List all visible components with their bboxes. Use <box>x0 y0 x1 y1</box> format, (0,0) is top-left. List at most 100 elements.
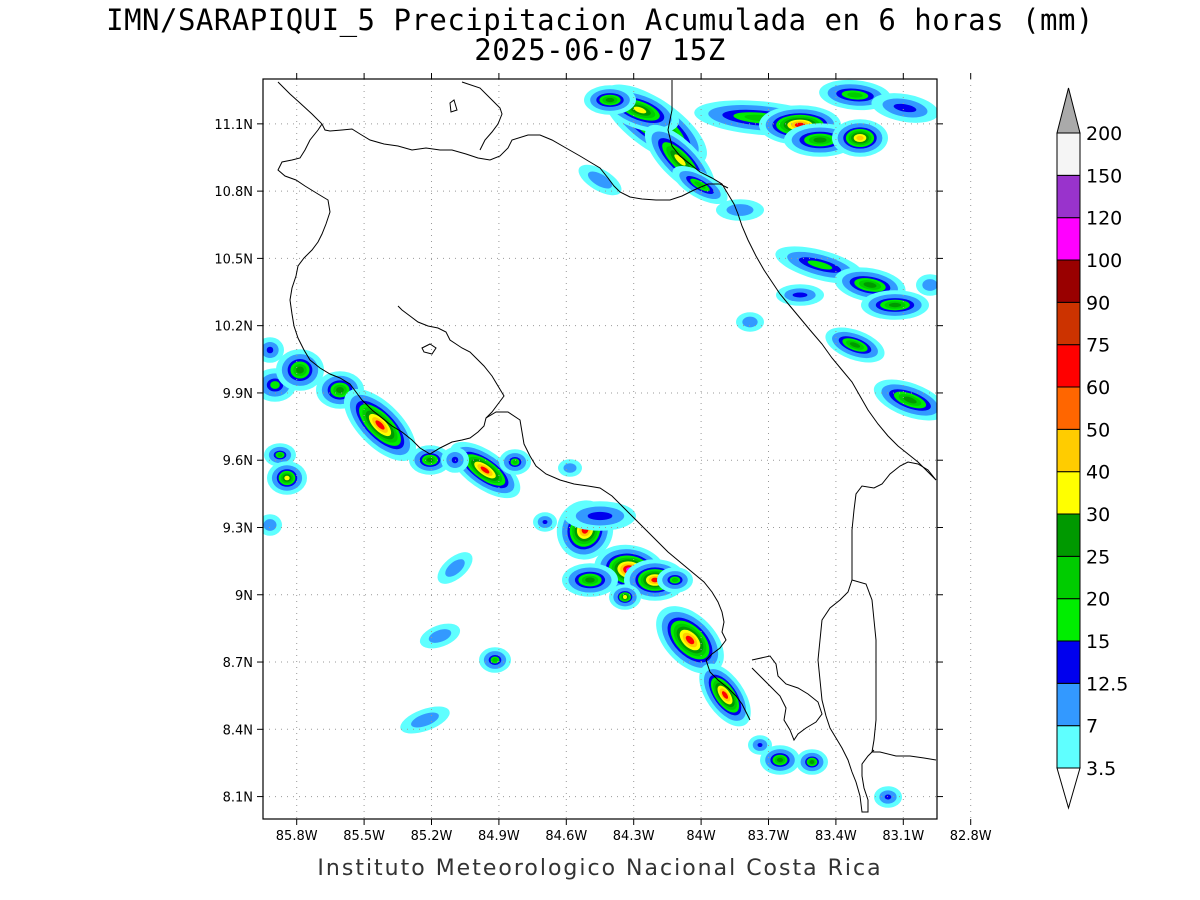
precipitation-cell <box>748 735 772 755</box>
burica-peninsula <box>751 655 823 742</box>
colorbar-box <box>1056 217 1081 261</box>
precip-level <box>445 559 465 577</box>
precip-level <box>623 595 627 599</box>
colorbar-label: 12.5 <box>1086 673 1128 695</box>
latitude-labels: 11.1N 10.8N 10.5N 10.2N 9.9N 9.6N 9.3N 9N 8.7N 8.… <box>214 118 253 806</box>
lon-label: 83.4W <box>815 829 857 844</box>
panama-border <box>851 461 937 761</box>
precip-level <box>587 511 613 521</box>
colorbar-box <box>1056 174 1081 219</box>
precip-level <box>428 629 452 643</box>
precip-level <box>587 171 613 189</box>
lat-label: 9N <box>235 589 253 604</box>
precip-level <box>809 760 815 764</box>
precip-level <box>585 577 595 583</box>
colorbar-bottom-arrow <box>1056 767 1081 810</box>
precipitation-field <box>263 79 937 808</box>
precip-level <box>813 137 827 143</box>
grid-lines <box>263 79 972 819</box>
panama-border-south <box>817 579 875 813</box>
precipitation-cell <box>564 501 636 531</box>
precipitation-cell <box>832 119 888 157</box>
precip-level <box>807 260 833 270</box>
lon-label: 84.9W <box>478 829 520 844</box>
lat-label: 9.9N <box>223 387 253 402</box>
lon-label: 82.8W <box>950 829 992 844</box>
precip-level <box>671 577 679 583</box>
precipitation-cell <box>533 512 557 532</box>
atlantic-coast <box>667 80 937 481</box>
precip-level <box>542 519 548 525</box>
precip-level <box>266 346 274 354</box>
lat-label: 11.1N <box>214 118 253 133</box>
precipitation-cell <box>716 199 764 221</box>
precip-level <box>563 463 577 473</box>
lon-label: 83.7W <box>748 829 790 844</box>
lat-label: 10.5N <box>214 252 253 267</box>
precip-level <box>849 342 861 348</box>
lon-label: 84W <box>686 829 716 844</box>
precipitation-cell <box>656 606 724 674</box>
precip-level <box>512 459 518 465</box>
precip-level <box>726 204 754 216</box>
precipitation-cell <box>760 745 800 775</box>
pacific-coast-north <box>277 123 505 455</box>
colorbar-box <box>1056 428 1081 473</box>
precipitation-cell <box>736 312 764 332</box>
colorbar: 3.5 7 12.5 15 20 25 30 40 50 60 75 90 100 120 150 200 <box>1056 87 1128 810</box>
precipitation-cell <box>263 337 284 363</box>
colorbar-label: 40 <box>1086 462 1110 484</box>
lat-label: 10.2N <box>214 320 253 335</box>
longitude-labels: 85.8W 85.5W 85.2W 84.9W 84.6W 84.3W 84W 83.7W 83… <box>276 829 992 844</box>
colorbar-box <box>1056 471 1081 515</box>
colorbar-box <box>1056 301 1081 346</box>
precip-level <box>776 757 784 763</box>
colorbar-box <box>1056 513 1081 557</box>
precipitation-cell <box>578 164 622 196</box>
precip-level <box>863 282 877 288</box>
precip-level <box>651 577 659 583</box>
precip-level <box>277 453 283 457</box>
precip-level <box>893 103 917 113</box>
precipitation-cell <box>861 290 929 320</box>
precipitation-cell <box>409 445 451 475</box>
precipitation-cell <box>699 663 751 727</box>
chart-title: IMN/SARAPIQUI_5 Precipitacion Acumulada … <box>106 3 1094 37</box>
axis-ticks <box>257 73 972 825</box>
precipitation-cell <box>796 749 828 775</box>
colorbar-label: 100 <box>1086 250 1122 272</box>
island <box>449 99 458 113</box>
colorbar-box <box>1056 386 1081 430</box>
precip-level <box>480 466 490 474</box>
lat-label: 9.6N <box>223 454 253 469</box>
precipitation-cell <box>263 514 282 536</box>
colorbar-label: 20 <box>1086 589 1110 611</box>
coastlines <box>277 80 937 813</box>
colorbar-label: 15 <box>1086 631 1110 653</box>
precipitation-cell <box>873 379 937 421</box>
colorbar-box <box>1056 598 1081 642</box>
colorbar-label: 75 <box>1086 335 1110 357</box>
colorbar-label: 120 <box>1086 208 1122 230</box>
precip-level <box>296 366 304 374</box>
colorbar-box <box>1056 132 1081 176</box>
precipitation-cell <box>316 371 364 409</box>
precipitation-cell <box>584 85 636 115</box>
footer-credit: Instituto Meteorologico Nacional Costa R… <box>317 856 883 881</box>
colorbar-box <box>1056 725 1081 769</box>
colorbar-label: 60 <box>1086 377 1110 399</box>
colorbar-label: 150 <box>1086 165 1122 187</box>
lat-label: 8.1N <box>223 791 253 806</box>
colorbar-box <box>1056 555 1081 600</box>
precip-level <box>721 691 729 699</box>
precip-level <box>375 420 385 430</box>
precipitation-cell <box>562 563 618 597</box>
colorbar-label: 7 <box>1086 716 1098 738</box>
colorbar-top-arrow <box>1056 87 1081 134</box>
colorbar-box <box>1056 682 1081 727</box>
precipitation-cell <box>276 349 324 391</box>
precipitation-cell <box>267 461 307 495</box>
precip-level <box>888 302 902 308</box>
precipitation-cell <box>609 584 641 610</box>
